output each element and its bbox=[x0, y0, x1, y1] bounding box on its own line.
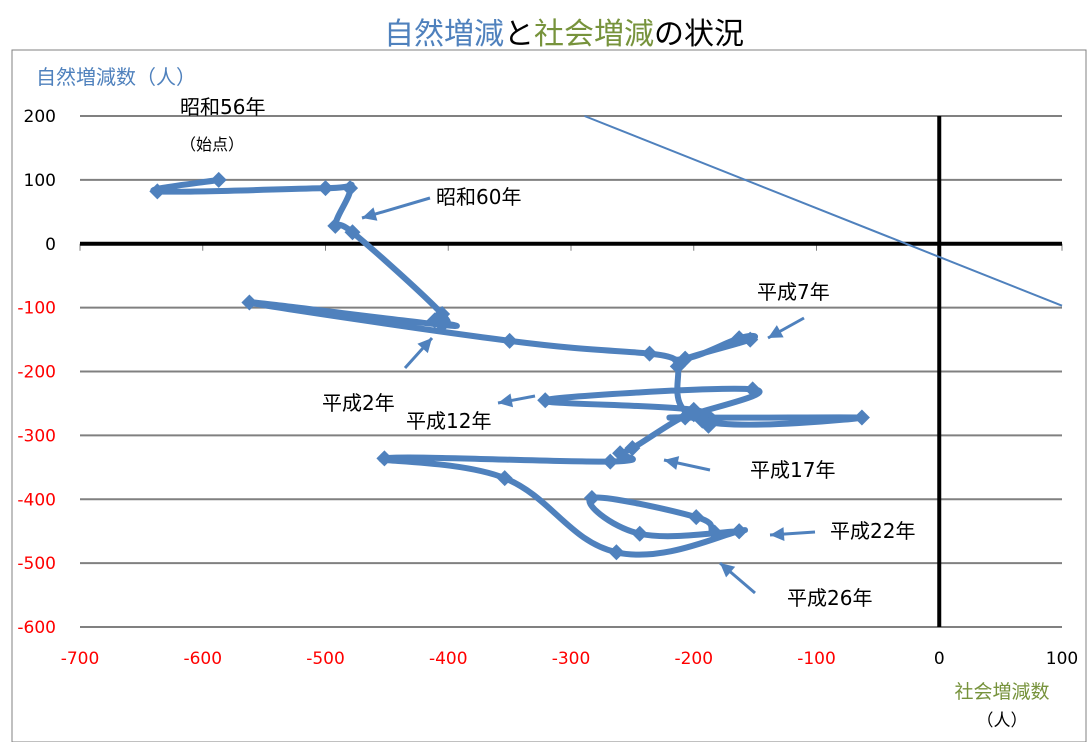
data-point bbox=[853, 409, 870, 426]
annotation-label: 平成2年 bbox=[322, 391, 395, 415]
y-tick-labels: 200 100 0 -100 -200 -300 -400 -500 -600 bbox=[17, 107, 56, 638]
x-axis-unit: （人） bbox=[977, 711, 1028, 731]
x-tick-label: -200 bbox=[674, 649, 713, 669]
data-point bbox=[684, 405, 701, 422]
data-point bbox=[608, 544, 625, 561]
data-point bbox=[602, 453, 619, 470]
data-point bbox=[744, 381, 761, 398]
data-point bbox=[537, 392, 554, 409]
chart-title: 自然増減と社会増減の状況 bbox=[384, 17, 744, 52]
data-point bbox=[688, 509, 705, 526]
y-tick-label: -600 bbox=[17, 618, 56, 638]
data-point bbox=[342, 180, 359, 197]
y-axis-label: 自然増減数（人） bbox=[36, 65, 196, 89]
reference-line-group bbox=[584, 115, 1063, 307]
annotation-label: 昭和56年 bbox=[180, 95, 265, 119]
annotation-arrow-head bbox=[498, 393, 514, 408]
data-point bbox=[742, 331, 759, 348]
y-tick-label: -500 bbox=[17, 554, 56, 574]
data-point bbox=[641, 345, 658, 362]
x-tick-labels: -700 -600 -500 -400 -300 -200 -100 0 100 bbox=[61, 649, 1079, 669]
reference-line bbox=[584, 115, 1063, 307]
data-point bbox=[496, 470, 513, 487]
x-tick-label: -400 bbox=[429, 649, 468, 669]
chart-title-rest: の状況 bbox=[654, 17, 744, 52]
data-point bbox=[149, 183, 166, 200]
chart-title-to: と bbox=[504, 17, 534, 52]
annotation-arrow-head bbox=[770, 527, 785, 542]
data-point bbox=[731, 330, 748, 347]
data-point bbox=[210, 171, 227, 188]
annotation-arrow-head bbox=[417, 338, 432, 354]
data-point bbox=[624, 440, 641, 457]
y-tick-label: 100 bbox=[24, 171, 56, 191]
grid-lines bbox=[80, 115, 1062, 628]
annotation-label: 平成12年 bbox=[406, 409, 491, 433]
data-point bbox=[631, 525, 648, 542]
y-tick-label: -100 bbox=[17, 299, 56, 319]
y-tick-label: 200 bbox=[24, 107, 56, 127]
annotation-label: 昭和60年 bbox=[436, 185, 521, 209]
data-point bbox=[317, 180, 334, 197]
x-axis-label: 社会増減数 bbox=[954, 681, 1049, 703]
data-point bbox=[327, 217, 344, 234]
x-tick-label: 0 bbox=[934, 649, 945, 669]
data-point bbox=[241, 294, 258, 311]
x-tick-label: -600 bbox=[183, 649, 222, 669]
annotation-arrow-head bbox=[720, 563, 736, 578]
annotation-arrow-head bbox=[768, 325, 784, 338]
data-point bbox=[700, 417, 717, 434]
annotation-arrows bbox=[361, 196, 816, 595]
x-tick-label: -500 bbox=[306, 649, 345, 669]
data-point bbox=[669, 358, 686, 375]
data-point bbox=[612, 445, 629, 462]
y-tick-label: -400 bbox=[17, 490, 56, 510]
data-point bbox=[583, 489, 600, 506]
data-point bbox=[434, 316, 451, 333]
plot-frame bbox=[11, 49, 1087, 742]
x-tick-label: -700 bbox=[61, 649, 100, 669]
annotation-label: 平成17年 bbox=[750, 458, 835, 482]
annotation-label: （始点） bbox=[180, 135, 244, 154]
chart-title-social: 社会増減 bbox=[534, 17, 654, 52]
data-point bbox=[731, 523, 748, 540]
annotation-label: 平成22年 bbox=[830, 519, 915, 543]
data-point bbox=[376, 450, 393, 467]
data-point bbox=[706, 524, 723, 541]
annotation-arrow-head bbox=[664, 456, 680, 470]
axes bbox=[79, 116, 1063, 627]
data-point bbox=[501, 332, 518, 349]
chart-title-natural: 自然増減 bbox=[384, 17, 504, 52]
x-tick-label: 100 bbox=[1046, 649, 1078, 669]
data-point bbox=[344, 224, 361, 241]
y-tick-label: -300 bbox=[17, 426, 56, 446]
x-tick-label: -100 bbox=[797, 649, 836, 669]
annotation-label: 平成7年 bbox=[757, 280, 830, 304]
y-tick-label: 0 bbox=[45, 235, 56, 255]
annotation-label: 平成26年 bbox=[787, 586, 872, 610]
y-tick-label: -200 bbox=[17, 363, 56, 383]
series-group bbox=[149, 171, 870, 561]
annotation-arrow-head bbox=[362, 207, 378, 221]
x-tick-label: -300 bbox=[552, 649, 591, 669]
